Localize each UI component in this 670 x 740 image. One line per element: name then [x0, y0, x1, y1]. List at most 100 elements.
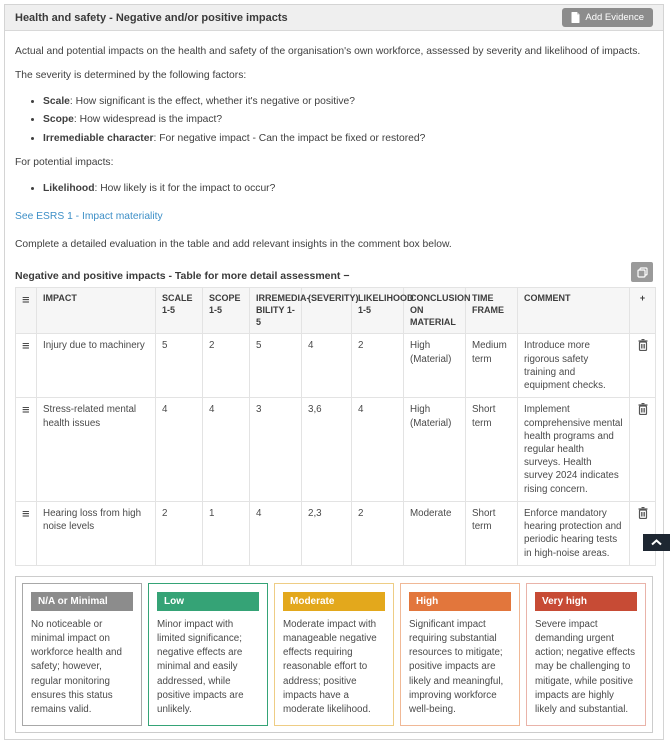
panel-body: Actual and potential impacts on the heal… — [5, 31, 663, 739]
document-icon — [571, 12, 580, 23]
factor-scale: Scale: How significant is the effect, wh… — [43, 94, 653, 109]
cell-scope[interactable]: 4 — [202, 397, 250, 502]
assessment-panel: Health and safety - Negative and/or posi… — [4, 4, 664, 740]
cell-likelihood[interactable]: 4 — [351, 397, 404, 502]
severity-factors-list: Scale: How significant is the effect, wh… — [43, 94, 653, 146]
col-severity: (SEVERITY) — [301, 287, 359, 335]
severity-legend: N/A or Minimal No noticeable or minimal … — [15, 575, 653, 734]
cell-comment[interactable]: Introduce more rigorous safety training … — [517, 333, 630, 399]
legend-description: Moderate impact with manageable negative… — [283, 618, 377, 715]
copy-table-button[interactable] — [631, 262, 653, 283]
legend-box-low: Low Minor impact with limited significan… — [148, 582, 268, 727]
legend-description: Severe impact demanding urgent action; n… — [535, 618, 636, 715]
legend-label: N/A or Minimal — [31, 591, 133, 611]
col-irremediability: IRREMEDIA-BILITY 1-5 — [249, 287, 310, 335]
cell-conclusion[interactable]: High (Material) — [403, 333, 466, 399]
col-scope: SCOPE 1-5 — [202, 287, 250, 335]
cell-irremediability[interactable]: 5 — [249, 333, 302, 399]
cell-irremediability[interactable]: 4 — [249, 500, 302, 566]
cell-conclusion[interactable]: High (Material) — [403, 397, 466, 502]
add-evidence-label: Add Evidence — [585, 12, 644, 23]
factor-likelihood: Likelihood: How likely is it for the imp… — [43, 181, 653, 196]
col-time-frame: TIME FRAME — [465, 287, 518, 335]
factor-irremediable-term: Irremediable character — [43, 132, 154, 144]
intro-paragraph: Actual and potential impacts on the heal… — [15, 46, 641, 57]
delete-row-button[interactable] — [638, 339, 648, 354]
cell-likelihood[interactable]: 2 — [351, 500, 404, 566]
likelihood-list: Likelihood: How likely is it for the imp… — [43, 181, 653, 196]
drag-handle-icon[interactable]: ≡ — [22, 292, 30, 308]
cell-likelihood[interactable]: 2 — [351, 333, 404, 399]
add-evidence-button[interactable]: Add Evidence — [562, 8, 653, 27]
cell-scope[interactable]: 1 — [202, 500, 250, 566]
col-scale: SCALE 1-5 — [155, 287, 203, 335]
col-conclusion: CONCLUSION ON MATERIAL — [403, 287, 471, 335]
table-header-row: ≡ IMPACT SCALE 1-5 SCOPE 1-5 IRREMEDIA-B… — [15, 287, 656, 335]
cell-severity[interactable]: 3,6 — [301, 397, 352, 502]
drag-handle-icon[interactable]: ≡ — [22, 505, 30, 521]
potential-impacts-intro: For potential impacts: — [15, 157, 114, 169]
legend-box-moderate: Moderate Moderate impact with manageable… — [274, 582, 394, 727]
legend-label: Very high — [535, 591, 637, 611]
trash-icon — [638, 403, 648, 416]
legend-label: Moderate — [283, 591, 385, 611]
copy-icon — [636, 267, 648, 278]
legend-description: No noticeable or minimal impact on workf… — [31, 618, 122, 715]
cell-time-frame[interactable]: Medium term — [465, 333, 518, 399]
scroll-to-top-button[interactable] — [643, 534, 670, 551]
col-comment: COMMENT — [517, 287, 630, 335]
severity-intro: The severity is determined by the follow… — [15, 70, 247, 82]
factor-scope-text: : How widespread is the impact? — [73, 114, 223, 126]
cell-comment[interactable]: Enforce mandatory hearing protection and… — [517, 500, 630, 566]
drag-handle-icon[interactable]: ≡ — [22, 402, 30, 418]
table-title-text: Negative and positive impacts - Table fo… — [15, 270, 341, 283]
cell-impact[interactable]: Hearing loss from high noise levels — [36, 500, 156, 566]
cell-impact[interactable]: Injury due to machinery — [36, 333, 156, 399]
cell-scale[interactable]: 2 — [155, 500, 203, 566]
cell-conclusion[interactable]: Moderate — [403, 500, 466, 566]
delete-row-button[interactable] — [638, 403, 648, 418]
factor-scale-term: Scale — [43, 95, 70, 107]
table-section-header: Negative and positive impacts - Table fo… — [15, 262, 653, 283]
panel-titlebar: Health and safety - Negative and/or posi… — [5, 5, 663, 31]
legend-description: Significant impact requiring substantial… — [409, 618, 504, 715]
page-title: Health and safety - Negative and/or posi… — [15, 11, 288, 24]
trash-icon — [638, 506, 648, 519]
impacts-table: ≡ IMPACT SCALE 1-5 SCOPE 1-5 IRREMEDIA-B… — [15, 287, 656, 566]
table-row: ≡ Stress-related mental health issues 4 … — [15, 397, 656, 502]
page: Health and safety - Negative and/or posi… — [0, 4, 670, 740]
cell-severity[interactable]: 2,3 — [301, 500, 352, 566]
factor-irremediable-text: : For negative impact - Can the impact b… — [153, 132, 426, 144]
table-row: ≡ Injury due to machinery 5 2 5 4 2 High… — [15, 333, 656, 399]
chevron-up-icon — [651, 539, 662, 546]
cell-time-frame[interactable]: Short term — [465, 397, 518, 502]
cell-scale[interactable]: 4 — [155, 397, 203, 502]
complete-evaluation-text: Complete a detailed evaluation in the ta… — [15, 238, 452, 250]
col-impact: IMPACT — [36, 287, 156, 335]
add-row-button[interactable]: + — [629, 287, 656, 335]
cell-time-frame[interactable]: Short term — [465, 500, 518, 566]
drag-handle-icon[interactable]: ≡ — [22, 338, 30, 354]
cell-severity[interactable]: 4 — [301, 333, 352, 399]
collapse-table-toggle[interactable]: − — [343, 270, 350, 283]
factor-scope: Scope: How widespread is the impact? — [43, 112, 653, 127]
factor-likelihood-term: Likelihood — [43, 182, 95, 194]
table-row: ≡ Hearing loss from high noise levels 2 … — [15, 500, 656, 566]
legend-description: Minor impact with limited significance; … — [157, 618, 244, 715]
legend-label: High — [409, 591, 511, 611]
cell-scope[interactable]: 2 — [202, 333, 250, 399]
trash-icon — [638, 339, 648, 352]
legend-box-high: High Significant impact requiring substa… — [400, 582, 520, 727]
cell-impact[interactable]: Stress-related mental health issues — [36, 397, 156, 502]
factor-likelihood-text: : How likely is it for the impact to occ… — [94, 182, 276, 194]
legend-box-very-high: Very high Severe impact demanding urgent… — [526, 582, 646, 727]
esrs-impact-materiality-link[interactable]: See ESRS 1 - Impact materiality — [15, 210, 163, 222]
legend-box-na-minimal: N/A or Minimal No noticeable or minimal … — [22, 582, 142, 727]
factor-scale-text: : How significant is the effect, whether… — [69, 95, 356, 107]
cell-irremediability[interactable]: 3 — [249, 397, 302, 502]
factor-irremediable: Irremediable character: For negative imp… — [43, 131, 653, 146]
legend-label: Low — [157, 591, 259, 611]
delete-row-button[interactable] — [638, 506, 648, 522]
cell-comment[interactable]: Implement comprehensive mental health pr… — [517, 397, 630, 502]
cell-scale[interactable]: 5 — [155, 333, 203, 399]
